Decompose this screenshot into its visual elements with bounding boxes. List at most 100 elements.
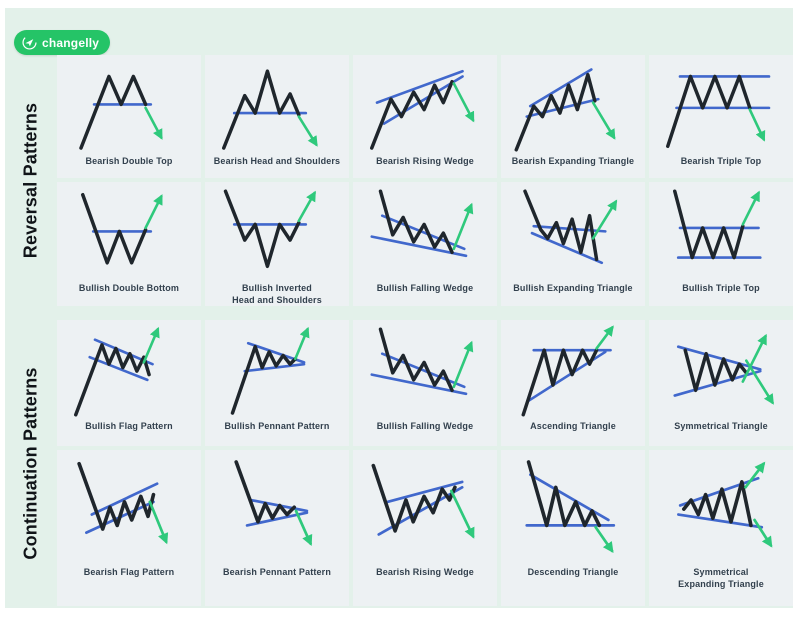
- price-line: [371, 463, 457, 533]
- trend-line: [90, 482, 159, 516]
- breakout-arrow: [294, 326, 310, 361]
- reversal-grid: Bearish Double Top Bearish Head and Shou…: [57, 55, 793, 306]
- price-line: [370, 79, 454, 150]
- bullish-inverted-head-and-shoulders-diagram: [223, 189, 316, 269]
- breakout-arrow: [449, 489, 475, 539]
- symmetrical-triangle-diagram: [673, 333, 774, 405]
- pattern-card-bullish-triple-top: Bullish Triple Top: [649, 182, 793, 306]
- pattern-label: Bullish Expanding Triangle: [513, 283, 633, 293]
- breakout-arrow: [452, 340, 474, 389]
- breakout-arrow: [144, 106, 163, 140]
- continuation-patterns-title: Continuation Patterns: [20, 366, 41, 560]
- pattern-card-bullish-falling-wedge: Bullish Falling Wedge: [353, 182, 497, 306]
- bearish-rising-wedge-diagram: [371, 463, 475, 539]
- bearish-rising-wedge-diagram: [370, 69, 475, 150]
- price-line: [526, 460, 602, 528]
- price-line: [673, 189, 745, 260]
- price-line: [682, 480, 753, 528]
- pattern-label: Bullish Pennant Pattern: [224, 421, 330, 431]
- pattern-label: Bearish Triple Top: [680, 156, 762, 166]
- trend-line: [243, 362, 306, 373]
- trend-line: [528, 68, 593, 108]
- breakout-arrow: [741, 190, 760, 226]
- pattern-label: Bearish Double Top: [85, 156, 173, 166]
- bullish-pennant-pattern-diagram: [230, 326, 310, 415]
- pattern-label: Bullish Flag Pattern: [85, 421, 173, 431]
- pattern-card-bearish-rising-wedge: Bearish Rising Wedge: [353, 55, 497, 178]
- infographic-canvas: changelly Reversal Patterns Bearish Doub…: [5, 8, 793, 608]
- price-line: [378, 327, 454, 393]
- pattern-label: Descending Triangle: [527, 567, 619, 577]
- pattern-card-bearish-triple-top: Bearish Triple Top: [649, 55, 793, 178]
- changelly-logo[interactable]: changelly: [14, 30, 111, 55]
- price-line: [81, 192, 148, 265]
- reversal-patterns-section: Reversal Patterns Bearish Double Top Bea…: [21, 55, 793, 306]
- pattern-label: Bullish Double Bottom: [78, 283, 180, 293]
- bearish-pennant-pattern-diagram: [234, 460, 313, 547]
- pattern-card-bearish-double-top: Bearish Double Top: [57, 55, 201, 178]
- breakout-arrow-down: [753, 518, 773, 548]
- price-line: [230, 344, 298, 415]
- price-line: [523, 189, 599, 262]
- trend-line: [530, 231, 604, 265]
- breakout-arrow: [297, 115, 318, 147]
- bullish-double-bottom-diagram: [81, 192, 163, 265]
- breakout-arrow: [297, 190, 316, 223]
- pattern-card-symmetrical-expanding-triangle: Symmetrical Expanding Triangle: [649, 450, 793, 606]
- pattern-label: Bullish Triple Top: [682, 283, 760, 293]
- trend-line: [386, 480, 464, 504]
- logo-text: changelly: [42, 35, 100, 50]
- pattern-label: Bearish Flag Pattern: [83, 567, 175, 577]
- pattern-card-bullish-falling-wedge-cont: Bullish Falling Wedge: [353, 320, 497, 446]
- pattern-label: Bearish Rising Wedge: [376, 567, 474, 577]
- breakout-arrow-up: [741, 333, 767, 383]
- price-line: [222, 69, 301, 150]
- bullish-falling-wedge-diagram: [370, 189, 474, 258]
- pattern-label: Bullish Falling Wedge: [376, 283, 474, 293]
- pattern-label: Ascending Triangle: [530, 421, 616, 431]
- bullish-falling-wedge-diagram: [370, 327, 474, 396]
- breakout-arrow-down: [745, 359, 774, 405]
- trend-line: [380, 214, 466, 251]
- pattern-card-descending-triangle: Descending Triangle: [501, 450, 645, 606]
- descending-triangle-diagram: [525, 460, 616, 554]
- bearish-triple-top-diagram: [666, 74, 771, 149]
- breakout-arrow: [594, 525, 614, 554]
- trend-line: [375, 69, 464, 104]
- bullish-flag-pattern-diagram: [74, 326, 160, 417]
- price-line: [378, 189, 454, 255]
- price-line: [521, 348, 599, 417]
- price-line: [234, 460, 297, 524]
- pattern-label: Bearish Expanding Triangle: [511, 156, 635, 166]
- pattern-card-bullish-expanding-triangle: Bullish Expanding Triangle: [501, 182, 645, 306]
- trend-line: [380, 352, 466, 389]
- continuation-patterns-section: Continuation Patterns Bullish Flag Patte…: [21, 320, 793, 606]
- symmetrical-expanding-triangle-diagram: [677, 461, 773, 548]
- breakout-arrow: [148, 500, 169, 545]
- reversal-patterns-title: Reversal Patterns: [20, 102, 41, 259]
- trend-line: [676, 345, 762, 371]
- pattern-card-bearish-head-and-shoulders: Bearish Head and Shoulders: [205, 55, 349, 178]
- pattern-card-bullish-flag-pattern: Bullish Flag Pattern: [57, 320, 201, 446]
- bearish-flag-pattern-diagram: [77, 461, 169, 545]
- pattern-label: Symmetrical Triangle: [674, 421, 768, 431]
- price-line: [514, 72, 597, 152]
- pattern-label: Bullish Inverted Head and Shoulders: [232, 283, 322, 305]
- breakout-arrow: [452, 202, 474, 251]
- breakout-arrow: [452, 82, 475, 123]
- trend-line: [529, 473, 610, 522]
- breakout-arrow-up: [744, 461, 766, 489]
- pattern-card-bullish-pennant-pattern: Bullish Pennant Pattern: [205, 320, 349, 446]
- pattern-card-bullish-inverted-head-and-shoulders: Bullish Inverted Head and Shoulders: [205, 182, 349, 306]
- paper-plane-icon: [22, 35, 37, 50]
- price-line: [666, 74, 752, 149]
- bullish-expanding-triangle-diagram: [523, 189, 618, 265]
- price-line: [79, 74, 148, 150]
- pattern-card-bullish-double-bottom: Bullish Double Bottom: [57, 182, 201, 306]
- pattern-label: Bearish Rising Wedge: [376, 156, 474, 166]
- ascending-triangle-diagram: [521, 325, 614, 417]
- bearish-head-and-shoulders-diagram: [222, 69, 318, 150]
- breakout-arrow: [591, 101, 616, 140]
- breakout-arrow: [591, 199, 618, 240]
- pattern-label: Symmetrical Expanding Triangle: [678, 567, 764, 589]
